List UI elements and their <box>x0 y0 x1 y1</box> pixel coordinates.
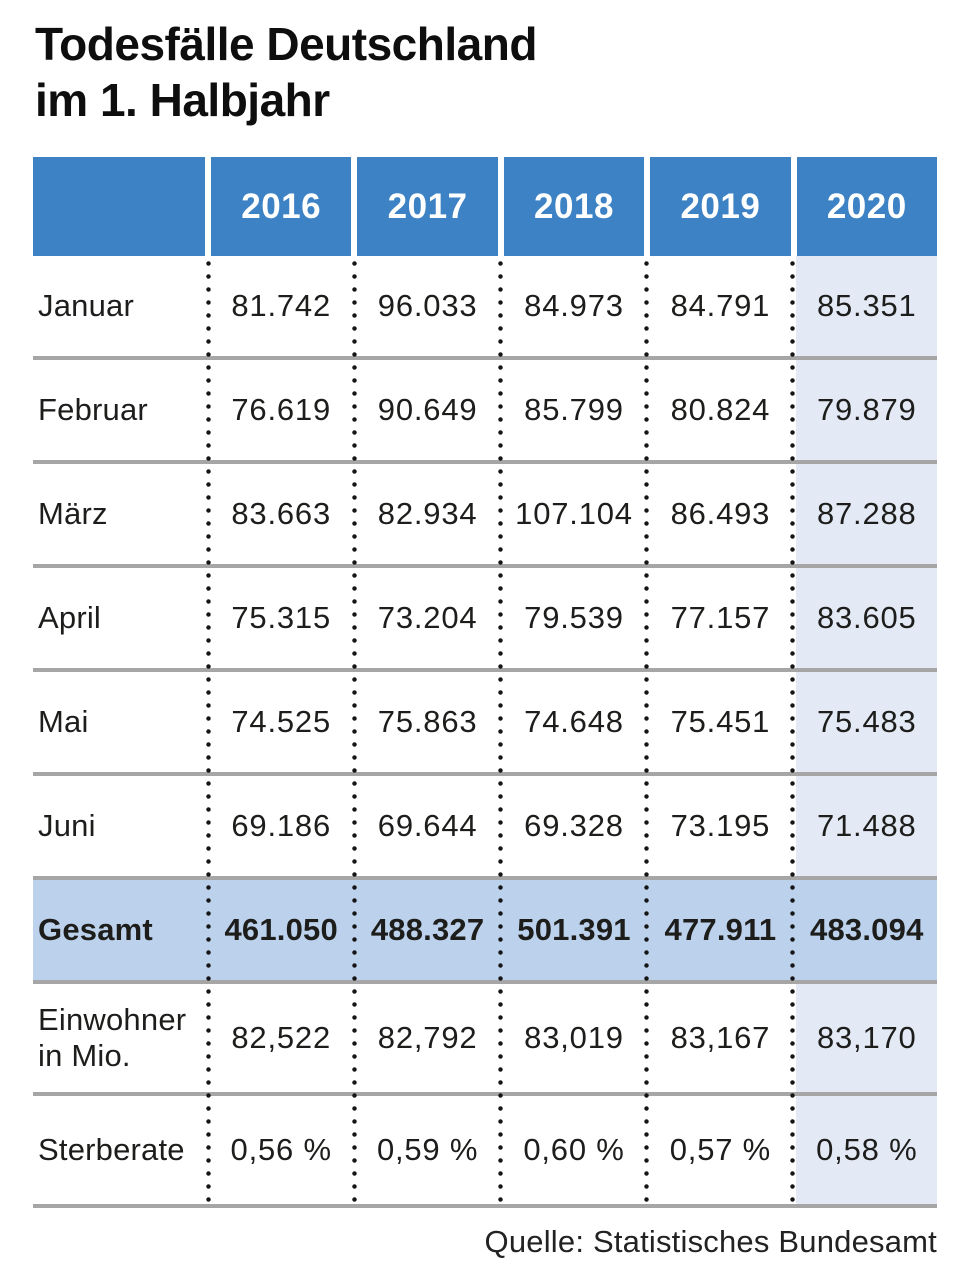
table-body: Januar 81.742 96.033 84.973 84.791 85.351 Febr… <box>33 256 937 1208</box>
value-cell: 0,60 % <box>523 1132 625 1167</box>
value-cell: 501.391 <box>517 912 631 947</box>
value-cell: 81.742 <box>231 288 331 323</box>
value-cell: 69.186 <box>231 808 331 843</box>
row-label: Sterberate <box>38 1132 185 1168</box>
value-cell: 0,56 % <box>230 1132 332 1167</box>
row-label: April <box>38 600 102 636</box>
value-cell: 79.539 <box>524 600 624 635</box>
value-cell: 75.483 <box>816 704 917 739</box>
table-row: Sterberate 0,56 % 0,59 % 0,60 % 0,57 % 0,58 % <box>33 1096 937 1208</box>
value-cell: 83,170 <box>816 1020 917 1055</box>
value-cell: 483.094 <box>810 912 924 947</box>
column-divider-dotted <box>790 257 795 1208</box>
value-cell: 75.315 <box>231 600 331 635</box>
value-cell: 477.911 <box>664 912 777 947</box>
value-cell: 71.488 <box>816 808 917 843</box>
value-cell: 75.451 <box>670 704 771 739</box>
table-total-row: Gesamt 461.050 488.327 501.391 477.911 483.09… <box>33 880 937 984</box>
value-cell: 0,57 % <box>669 1132 772 1167</box>
row-label: Einwohner in Mio. <box>38 1002 187 1073</box>
value-cell: 83.605 <box>816 600 917 635</box>
row-label: Mai <box>38 704 89 740</box>
value-cell: 82,522 <box>231 1020 331 1055</box>
source-credit: Quelle: Statistisches Bundesamt <box>484 1224 937 1259</box>
value-cell: 0,58 % <box>816 1132 918 1167</box>
page-title: Todesfälle Deutschland im 1. Halbjahr <box>35 16 755 128</box>
column-divider-dotted <box>206 257 211 1208</box>
row-label: Juni <box>38 808 96 844</box>
column-divider-dotted <box>644 257 649 1208</box>
row-label: März <box>38 496 108 532</box>
value-cell: 82.934 <box>377 496 478 531</box>
highlight-column-2020 <box>796 256 937 1208</box>
header-year-2020: 2020 <box>796 157 937 256</box>
table-row: März 83.663 82.934 107.104 86.493 87.288 <box>33 464 937 568</box>
value-cell: 79.879 <box>816 392 917 427</box>
value-cell: 96.033 <box>377 288 478 323</box>
value-cell: 74.525 <box>231 704 331 739</box>
value-cell: 86.493 <box>670 496 771 531</box>
value-cell: 83,019 <box>524 1020 624 1055</box>
column-divider-dotted <box>498 257 503 1208</box>
column-divider-dotted <box>352 257 357 1208</box>
header-year-2018: 2018 <box>503 157 645 256</box>
row-label: Gesamt <box>38 912 153 948</box>
table-row: Januar 81.742 96.033 84.973 84.791 85.351 <box>33 256 937 360</box>
row-label: Februar <box>38 392 148 428</box>
value-cell: 69.644 <box>377 808 478 843</box>
value-cell: 80.824 <box>670 392 771 427</box>
value-cell: 107.104 <box>515 496 633 531</box>
table-header-row: 2016 2017 2018 2019 2020 <box>33 157 937 256</box>
value-cell: 87.288 <box>816 496 917 531</box>
table-row: Februar 76.619 90.649 85.799 80.824 79.879 <box>33 360 937 464</box>
value-cell: 84.791 <box>670 288 771 323</box>
value-cell: 461.050 <box>224 912 338 947</box>
value-cell: 74.648 <box>524 704 624 739</box>
value-cell: 69.328 <box>524 808 624 843</box>
value-cell: 0,59 % <box>376 1132 479 1167</box>
value-cell: 73.204 <box>377 600 478 635</box>
table-row: Juni 69.186 69.644 69.328 73.195 71.488 <box>33 776 937 880</box>
header-year-2016: 2016 <box>211 157 352 256</box>
page-title-line1: Todesfälle Deutschland <box>35 18 537 70</box>
value-cell: 85.351 <box>816 288 917 323</box>
data-table: 2016 2017 2018 2019 2020 Januar 81.742 96.… <box>33 157 937 1208</box>
table-row: Einwohner in Mio. 82,522 82,792 83,019 83,16… <box>33 984 937 1096</box>
value-cell: 83.663 <box>231 496 331 531</box>
value-cell: 84.973 <box>524 288 624 323</box>
value-cell: 77.157 <box>670 600 771 635</box>
value-cell: 85.799 <box>524 392 624 427</box>
header-year-2017: 2017 <box>357 157 498 256</box>
value-cell: 73.195 <box>670 808 771 843</box>
row-label: Januar <box>38 288 134 324</box>
value-cell: 82,792 <box>377 1020 478 1055</box>
page-title-line2: im 1. Halbjahr <box>35 74 330 127</box>
value-cell: 90.649 <box>377 392 478 427</box>
value-cell: 76.619 <box>231 392 331 427</box>
value-cell: 488.327 <box>370 912 485 947</box>
table-row: April 75.315 73.204 79.539 77.157 83.605 <box>33 568 937 672</box>
value-cell: 75.863 <box>377 704 478 739</box>
table-row: Mai 74.525 75.863 74.648 75.451 75.483 <box>33 672 937 776</box>
header-corner-cell <box>33 157 205 256</box>
header-year-2019: 2019 <box>650 157 791 256</box>
value-cell: 83,167 <box>670 1020 771 1055</box>
